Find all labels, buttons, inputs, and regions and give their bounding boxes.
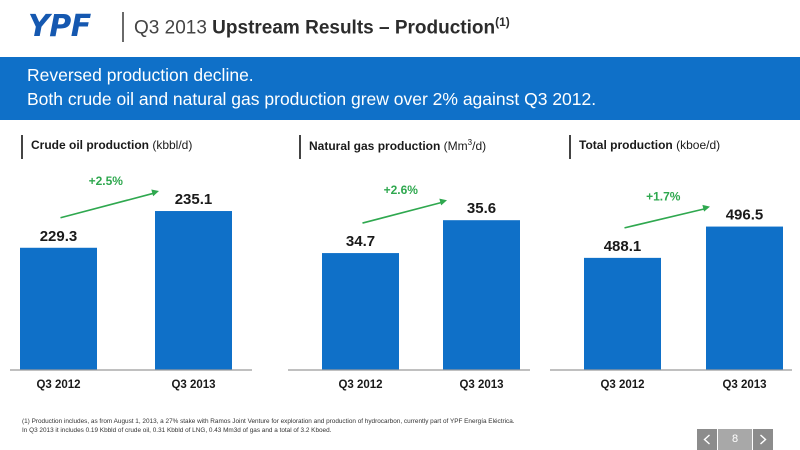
chart-2-bar-2 [443,220,520,370]
chart-3-bar-2 [706,226,783,370]
panel-2-unit-pre: (Mm [440,139,468,153]
panel-2-unit-sup: 3 [467,138,473,147]
chart-3-growth-arrow [624,208,705,229]
ypf-logo: YPF [28,9,91,44]
chart-2-category-label-1: Q3 2012 [338,379,382,391]
panel-1-title: Crude oil production (kbbl/d) [31,138,192,152]
panel-3-title: Total production (kboe/d) [579,138,720,152]
chart-2-value-label-1: 34.7 [346,233,375,250]
chevron-right-icon [760,434,767,445]
chart-1-category-label-2: Q3 2013 [171,379,215,391]
page-number: 8 [718,429,752,450]
next-page-button[interactable] [753,429,773,450]
chart-2-growth-label: +2.6% [384,183,419,197]
footnote: (1) Production includes, as from August … [22,418,662,435]
title-bold: Upstream Results – Production [212,17,496,39]
chart-2-value-label-2: 35.6 [467,200,496,217]
chart-1-value-label-2: 235.1 [175,191,213,208]
panel-3-title-bold: Total production [579,138,673,152]
chart-2-growth-arrowhead [439,198,447,206]
chart-1-bar-2 [155,211,232,370]
title-footnote-ref: (1) [495,15,510,29]
banner-line-2: Both crude oil and natural gas productio… [27,89,597,109]
panel-1-unit: (kbbl/d) [149,138,193,152]
panel-2-marker [299,135,301,159]
headline-banner: Reversed production decline. Both crude … [0,57,800,120]
chart-3-growth-arrowhead [702,204,710,212]
panel-2-unit-post: /d) [472,139,487,153]
chart-2-growth-arrow [362,201,442,224]
chart-2-bar-1 [322,253,399,370]
panel-3-unit: (kboe/d) [672,138,721,152]
chart-1-growth-label: +2.5% [89,174,124,188]
title-prefix: Q3 2013 [134,17,213,39]
prev-page-button[interactable] [697,429,717,450]
chart-3-growth-label: +1.7% [646,190,681,204]
panel-1-marker [21,135,23,159]
chart-1-category-label-1: Q3 2012 [36,379,80,391]
chevron-left-icon [703,434,710,445]
chart-3-bar-1 [584,257,661,370]
panel-3-marker [569,135,571,159]
banner-line-1: Reversed production decline. [27,65,254,85]
chart-1-growth-arrowhead [151,189,159,197]
chart-1-value-label-1: 229.3 [40,228,78,245]
panel-2-title: Natural gas production (Mm3/d) [309,138,486,153]
chart-2-category-label-2: Q3 2013 [459,379,503,391]
panel-2-title-bold: Natural gas production [309,139,441,153]
chart-3-value-label-2: 496.5 [726,207,764,224]
footnote-line-2: In Q3 2013 it includes 0.19 Kbbld of cru… [22,426,332,434]
header-divider [122,12,124,42]
chart-3-category-label-1: Q3 2012 [600,379,644,391]
footnote-line-1: (1) Production includes, as from August … [22,418,515,425]
chart-1-bar-1 [20,247,97,370]
chart-1-growth-arrow [60,192,154,219]
chart-3-category-label-2: Q3 2013 [722,379,766,391]
chart-3-value-label-1: 488.1 [604,238,642,255]
panel-1-title-bold: Crude oil production [31,138,149,152]
page-title: Q3 2013 Upstream Results – Production(1) [134,15,510,39]
